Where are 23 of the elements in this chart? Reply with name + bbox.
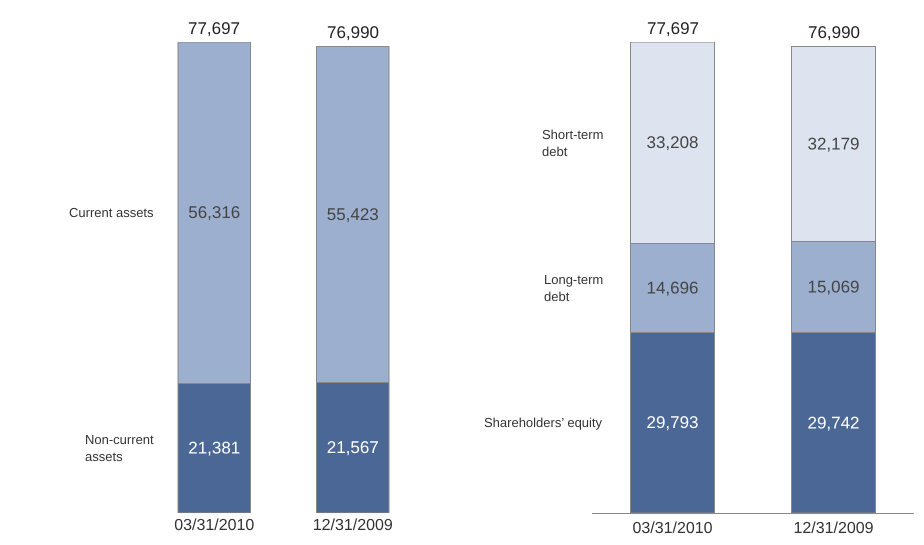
data-label: 29,742 [808, 413, 860, 432]
data-label: 21,381 [188, 438, 240, 458]
x-tick-label: 12/31/2009 [312, 517, 393, 534]
text: Shareholders’ equity [484, 415, 603, 430]
total-label: 76,990 [327, 23, 379, 42]
total-label: 77,697 [188, 19, 240, 38]
data-label: 32,179 [808, 134, 860, 154]
data-label: 15,069 [808, 278, 860, 297]
x-tick-label: 03/31/2010 [632, 520, 713, 538]
data-label: 33,208 [646, 133, 698, 152]
text: Long-term debt [544, 272, 604, 304]
data-label: 29,793 [646, 413, 698, 432]
data-label: 56,316 [188, 203, 240, 222]
text: Short-term debt [542, 127, 604, 159]
data-label: 14,696 [646, 278, 698, 298]
total-label: 76,990 [808, 23, 860, 42]
data-label: 21,567 [326, 438, 379, 458]
series-label: Current assets [69, 205, 154, 220]
series-label: Non-current assets [85, 432, 154, 464]
x-tick-label: 03/31/2010 [174, 517, 254, 534]
data-label: 55,423 [326, 204, 379, 224]
x-tick-label: 12/31/2009 [793, 520, 874, 538]
total-label: 77,697 [647, 19, 699, 38]
